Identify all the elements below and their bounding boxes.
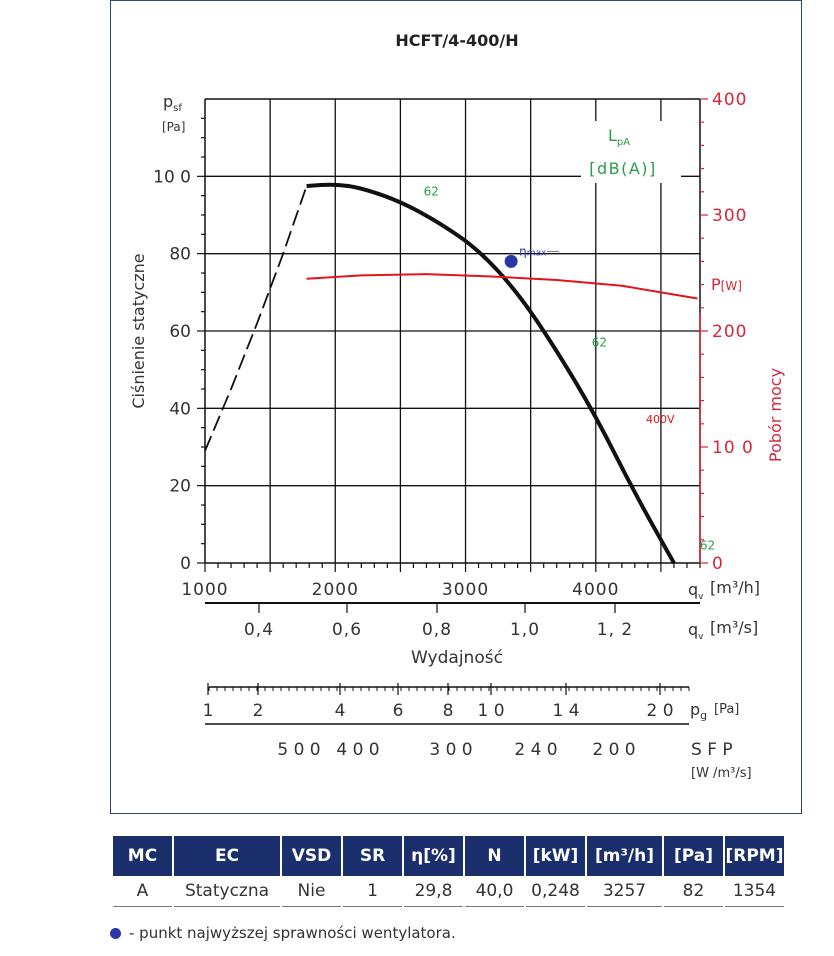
spec-table: MC EC VSD SR η[%] N [kW] [m³/h] [Pa] [RP… (111, 836, 786, 907)
x2-axis-unit: [m³/s] (710, 618, 758, 637)
y-axis-label: Ciśnienie statyczne (129, 253, 148, 408)
x-tick-label: 1000 (181, 580, 228, 600)
noise-label: 62 (700, 538, 715, 552)
sfp-unit: [W /m³/s] (691, 766, 752, 781)
x2-tick-label: 1,0 (510, 620, 540, 640)
header-flow: [m³/h] (587, 836, 662, 876)
x2-tick-label: 0,8 (422, 620, 452, 640)
sfp-tick-label: 3 0 0 (429, 740, 472, 760)
cell-eta: 29,8 (404, 876, 463, 907)
sfp-tick-label: 4 0 0 (336, 740, 379, 760)
lpa-unit: [dB(A)] (589, 159, 657, 178)
y2-tick-label: 400 (712, 90, 747, 110)
y-tick-label: 80 (169, 245, 191, 265)
table-header-row: MC EC VSD SR η[%] N [kW] [m³/h] [Pa] [RP… (113, 836, 784, 876)
power-curve-label: 400V (646, 413, 675, 426)
x2-tick-label: 0,6 (332, 620, 362, 640)
sfp-tick-label: 5 0 0 (277, 740, 320, 760)
x2-axis-symbol: qv (688, 620, 704, 642)
pg-unit: [Pa] (714, 702, 739, 717)
x-axis-unit: [m³/h] (710, 578, 760, 597)
eta-max-label: ηmax (519, 244, 547, 258)
cell-mc: A (113, 876, 172, 907)
x-tick-label: 4000 (572, 580, 619, 600)
pg-tick-label: 6 (393, 701, 404, 721)
header-ec: EC (174, 836, 280, 876)
y2-tick-label: 10 0 (712, 438, 754, 458)
pg-symbol: pg (690, 700, 707, 722)
y-axis-symbol: psf (163, 92, 182, 114)
cell-ec: Statyczna (174, 876, 280, 907)
pg-tick-label: 1 (203, 701, 214, 721)
header-eta: η[%] (404, 836, 463, 876)
x-tick-label: 2000 (312, 580, 359, 600)
power-curve (306, 273, 698, 300)
pressure-curve (306, 182, 676, 564)
header-pa: [Pa] (664, 836, 723, 876)
y-tick-label: 10 0 (153, 167, 191, 187)
footnote-text: - punkt najwyższej sprawności wentylator… (129, 924, 456, 942)
x2-tick-label: 1, 2 (597, 620, 633, 640)
x-axis-label: Wydajność (411, 648, 503, 668)
table-row: A Statyczna Nie 1 29,8 40,0 0,248 3257 8… (113, 876, 784, 907)
cell-rpm: 1354 (725, 876, 784, 907)
header-n: N (465, 836, 524, 876)
cell-sr: 1 (343, 876, 402, 907)
x-axis-symbol: qv (688, 580, 704, 602)
y-tick-label: 0 (180, 554, 191, 574)
cell-kw: 0,248 (526, 876, 585, 907)
chart-title: HCFT/4-400/H (395, 31, 518, 50)
cell-flow: 3257 (587, 876, 662, 907)
footnote: - punkt najwyższej sprawności wentylator… (110, 924, 456, 942)
cell-vsd: Nie (282, 876, 341, 907)
header-sr: SR (343, 836, 402, 876)
noise-label: 62 (424, 185, 439, 199)
y2-tick-label: 200 (712, 322, 747, 342)
eta-max-dot-icon (110, 927, 121, 939)
y-tick-label: 40 (169, 399, 191, 419)
y2-axis-symbol: P[W] (711, 275, 742, 294)
lpa-label: LpA (608, 126, 630, 148)
y2-tick-label: 0 (712, 554, 724, 574)
y-axis-unit: [Pa] (162, 120, 185, 134)
y2-tick-label: 300 (712, 206, 747, 226)
y-tick-label: 20 (169, 477, 191, 497)
pg-tick-label: 2 0 (646, 701, 673, 721)
sfp-tick-label: 2 4 0 (514, 740, 557, 760)
noise-label: 62 (592, 335, 607, 349)
pg-tick-label: 2 (253, 701, 264, 721)
lpa-legend-box (581, 121, 681, 183)
header-vsd: VSD (282, 836, 341, 876)
chart-frame: HCFT/4-400/H 0 20 40 60 80 10 0 Ciśnienie staty… (110, 0, 802, 814)
header-rpm: [RPM] (725, 836, 784, 876)
sfp-label: S F P (691, 740, 733, 760)
x2-tick-label: 0,4 (244, 620, 274, 640)
eta-max-point (504, 254, 518, 268)
y-tick-label: 60 (169, 322, 191, 342)
sfp-tick-label: 2 0 0 (592, 740, 635, 760)
y2-axis-label: Pobór mocy (766, 368, 785, 462)
pg-tick-label: 8 (443, 701, 454, 721)
pg-tick-label: 1 4 (552, 701, 579, 721)
header-kw: [kW] (526, 836, 585, 876)
cell-n: 40,0 (465, 876, 524, 907)
cell-pa: 82 (664, 876, 723, 907)
pg-tick-label: 1 0 (477, 701, 504, 721)
header-mc: MC (113, 836, 172, 876)
pressure-curve-dashed (204, 185, 308, 452)
x-tick-label: 3000 (442, 580, 489, 600)
pg-tick-label: 4 (335, 701, 346, 721)
